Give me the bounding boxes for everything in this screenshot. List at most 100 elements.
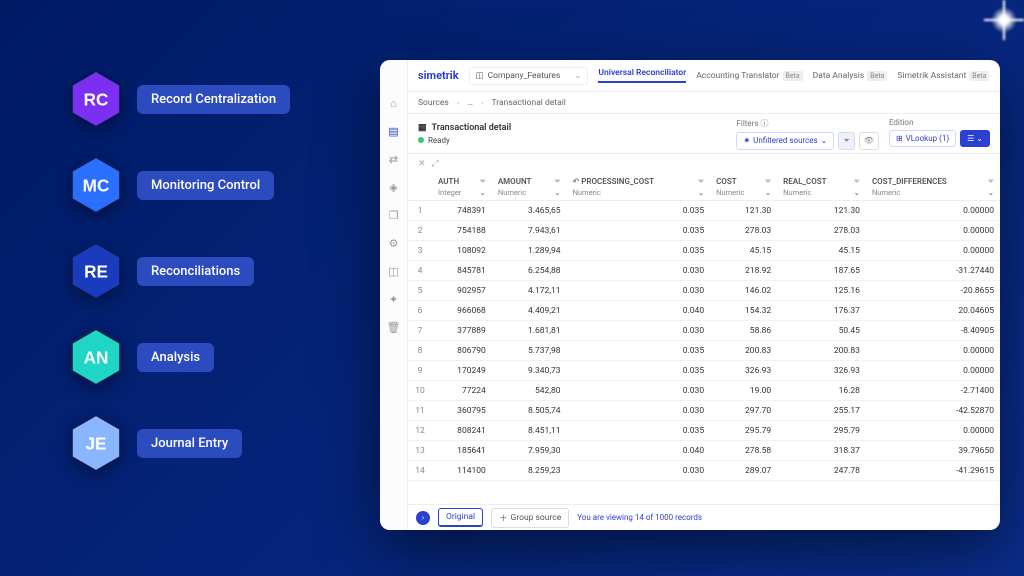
col-processing_cost[interactable]: ↶ PROCESSING_COST⏷Numeric⌄ xyxy=(567,174,711,201)
cell: 748391 xyxy=(432,201,492,221)
cell: 200.83 xyxy=(710,341,777,361)
cell: -20.8655 xyxy=(866,281,1000,301)
bc-sources[interactable]: Sources xyxy=(418,98,449,108)
trash-icon[interactable]: 🗑 xyxy=(387,320,401,334)
col-cost[interactable]: COST⏷Numeric⌄ xyxy=(710,174,777,201)
cell: 0.030 xyxy=(567,261,711,281)
table-row[interactable]: 73778891.681,810.03058.8650.45-8.40905 xyxy=(408,321,1000,341)
cell: -41.29615 xyxy=(866,461,1000,481)
decorative-star xyxy=(989,5,1019,35)
announce-icon[interactable]: ◈ xyxy=(387,180,401,194)
table-row[interactable]: 1077224542,800.03019.0016.28-2.71400 xyxy=(408,381,1000,401)
nav-tab[interactable]: Data AnalysisBeta xyxy=(813,68,888,83)
gear-icon[interactable]: ✦ xyxy=(387,292,401,306)
cell: 0.00000 xyxy=(866,221,1000,241)
table-row[interactable]: 69660684.409,210.040154.32176.3720.04605 xyxy=(408,301,1000,321)
cell: 0.040 xyxy=(567,441,711,461)
company-selector[interactable]: ◫ Company_Features ⌄ xyxy=(469,67,589,85)
menu-button[interactable]: ☰ ⌄ xyxy=(960,130,990,147)
nav-tab[interactable]: Accounting TranslatorBeta xyxy=(696,68,802,83)
layers-icon[interactable]: ❐ xyxy=(387,208,401,222)
table-row[interactable]: 48457816.254,880.030218.92187.65-31.2744… xyxy=(408,261,1000,281)
cell: 45.15 xyxy=(777,241,866,261)
col-amount[interactable]: AMOUNT⏷Numeric⌄ xyxy=(492,174,567,201)
hex-icon: AN xyxy=(70,328,122,386)
cell: 806790 xyxy=(432,341,492,361)
feature-item[interactable]: REReconciliations xyxy=(70,242,340,300)
cell: 4.409,21 xyxy=(492,301,567,321)
status-dot xyxy=(418,137,424,143)
nav-tab[interactable]: Simetrik AssistantBeta xyxy=(897,68,989,83)
cell: 19.00 xyxy=(710,381,777,401)
row-number: 7 xyxy=(408,321,432,341)
table-row[interactable]: 17483913.465,650.035121.30121.300.00000 xyxy=(408,201,1000,221)
cell: 4.172,11 xyxy=(492,281,567,301)
col-cost_differences[interactable]: COST_DIFFERENCES⏷Numeric⌄ xyxy=(866,174,1000,201)
group-source-tab[interactable]: ＋ Group source xyxy=(491,508,569,528)
status-label: Ready xyxy=(428,136,450,145)
feature-label: Record Centralization xyxy=(137,85,290,114)
table-row[interactable]: 59029574.172,110.030146.02125.16-20.8655 xyxy=(408,281,1000,301)
transfer-icon[interactable]: ⇄ xyxy=(387,152,401,166)
cell: 0.040 xyxy=(567,301,711,321)
row-number: 10 xyxy=(408,381,432,401)
filter-icon-button[interactable]: ⏷ xyxy=(838,132,854,150)
cell: 542,80 xyxy=(492,381,567,401)
table-row[interactable]: 128082418.451,110.035295.79295.790.00000 xyxy=(408,421,1000,441)
row-number: 14 xyxy=(408,461,432,481)
table-row[interactable]: 31080921.289,940.03545.1545.150.00000 xyxy=(408,241,1000,261)
toolbar: ▦ Transactional detail Ready Filters ⓘ ✷… xyxy=(408,114,1000,154)
cell: 278.58 xyxy=(710,441,777,461)
vlookup-button[interactable]: ⊞ VLookup (1) xyxy=(889,130,956,147)
cell: 8.451,11 xyxy=(492,421,567,441)
feature-item[interactable]: MCMonitoring Control xyxy=(70,156,340,214)
table-row[interactable]: 88067905.737,980.035200.83200.830.00000 xyxy=(408,341,1000,361)
cell: 295.79 xyxy=(710,421,777,441)
nav-tab[interactable]: Universal Reconciliator xyxy=(598,68,686,83)
hex-icon: MC xyxy=(70,156,122,214)
col-real_cost[interactable]: REAL_COST⏷Numeric⌄ xyxy=(777,174,866,201)
feature-item[interactable]: ANAnalysis xyxy=(70,328,340,386)
cell: 966068 xyxy=(432,301,492,321)
table-body: 17483913.465,650.035121.30121.300.000002… xyxy=(408,201,1000,481)
svg-text:RE: RE xyxy=(84,261,108,281)
bc-current: Transactional detail xyxy=(492,98,566,108)
cell: 8.505,74 xyxy=(492,401,567,421)
bc-dots[interactable]: … xyxy=(467,98,473,108)
close-icon[interactable]: ✕ xyxy=(418,159,426,169)
cell: 187.65 xyxy=(777,261,866,281)
cell: 6.254,88 xyxy=(492,261,567,281)
cell: 0.035 xyxy=(567,361,711,381)
bc-sep2: › xyxy=(481,98,484,108)
unfiltered-sources-button[interactable]: ✷ Unfiltered sources ⌄ xyxy=(736,132,834,150)
cell: 0.030 xyxy=(567,281,711,301)
expand-icon[interactable]: ⤢ xyxy=(432,159,439,169)
svg-text:RC: RC xyxy=(84,89,109,109)
feature-item[interactable]: JEJournal Entry xyxy=(70,414,340,472)
table-row[interactable]: 131856417.959,300.040278.58318.3739.7965… xyxy=(408,441,1000,461)
cell: 0.00000 xyxy=(866,201,1000,221)
cell: 0.030 xyxy=(567,321,711,341)
visibility-button[interactable]: 👁 xyxy=(859,132,879,150)
cell: 1.289,94 xyxy=(492,241,567,261)
cell: 754188 xyxy=(432,221,492,241)
feature-list: RC Record Centralization MCMonitoring Cont… xyxy=(70,70,340,472)
box-icon[interactable]: ◫ xyxy=(387,264,401,278)
doc-icon[interactable]: ▤ xyxy=(387,124,401,138)
footer-arrow[interactable]: › xyxy=(416,511,430,525)
row-number: 6 xyxy=(408,301,432,321)
row-number: 5 xyxy=(408,281,432,301)
original-tab[interactable]: Original xyxy=(438,508,483,527)
table-row[interactable]: 91702499.340,730.035326.93326.930.00000 xyxy=(408,361,1000,381)
cell: 278.03 xyxy=(710,221,777,241)
table-row[interactable]: 141141008.259,230.030289.07247.78-41.296… xyxy=(408,461,1000,481)
row-number: 8 xyxy=(408,341,432,361)
table-row[interactable]: 113607958.505,740.030297.70255.17-42.528… xyxy=(408,401,1000,421)
cell: 289.07 xyxy=(710,461,777,481)
cell: 9.340,73 xyxy=(492,361,567,381)
col-auth[interactable]: AUTH⏷Integer⌄ xyxy=(432,174,492,201)
table-row[interactable]: 27541887.943,610.035278.03278.030.00000 xyxy=(408,221,1000,241)
feature-item[interactable]: RC Record Centralization xyxy=(70,70,340,128)
plug-icon[interactable]: ⚙ xyxy=(387,236,401,250)
home-icon[interactable]: ⌂ xyxy=(387,96,401,110)
